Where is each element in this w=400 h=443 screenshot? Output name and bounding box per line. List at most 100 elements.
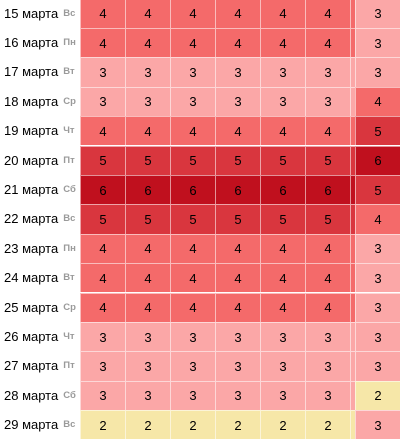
value-cell: 3	[125, 380, 170, 411]
value-cell: 3	[215, 57, 260, 87]
table-row: 15 мартаВс44444443	[0, 0, 400, 28]
date-label: 22 марта	[4, 211, 59, 227]
value-cell: 4	[170, 116, 215, 146]
value-cell: 2	[80, 410, 125, 440]
weekday-label: Вт	[63, 66, 75, 78]
value-cell: 3	[125, 321, 170, 352]
date-label: 19 марта	[4, 123, 59, 139]
value-cell: 4	[215, 233, 260, 264]
value-cell: 4	[80, 263, 125, 293]
value-cell: 3	[355, 292, 400, 322]
value-cell: 4	[305, 116, 350, 146]
value-cell: 5	[260, 204, 305, 234]
row-label: 28 марта Сб	[0, 380, 80, 411]
value-cell: 3	[305, 57, 350, 87]
value-cell: 4	[260, 116, 305, 146]
value-cell: 6	[170, 174, 215, 205]
table-row: 29 мартаВс22222223	[0, 410, 400, 440]
value-cell: 3	[215, 351, 260, 381]
table-row: 21 мартаСб66666665	[0, 174, 400, 205]
weekday-label: Сб	[63, 389, 76, 401]
weekday-label: Вт	[63, 272, 75, 284]
value-cell: 3	[355, 0, 400, 28]
row-label: 16 марта Пн	[0, 27, 80, 58]
row-label: 24 марта Вт	[0, 263, 80, 293]
value-cell: 3	[80, 86, 125, 117]
value-cell: 3	[355, 410, 400, 440]
table-row: 23 мартаПн44444443	[0, 233, 400, 264]
date-label: 26 марта	[4, 329, 59, 345]
value-cell: 5	[305, 145, 350, 175]
value-cell: 4	[125, 233, 170, 264]
value-cell: 4	[305, 292, 350, 322]
table-row: 27 мартаПт33333333	[0, 351, 400, 381]
value-cell: 3	[215, 86, 260, 117]
value-cell: 3	[305, 321, 350, 352]
value-cell: 5	[215, 204, 260, 234]
row-label: 19 марта Чт	[0, 116, 80, 146]
value-cell: 6	[305, 174, 350, 205]
value-cell: 3	[355, 27, 400, 58]
value-cell: 3	[125, 86, 170, 117]
table-row: 25 мартаСр44444443	[0, 292, 400, 322]
value-cell: 4	[80, 292, 125, 322]
weekday-label: Вс	[63, 419, 76, 431]
table-row: 20 мартаПт55555556	[0, 145, 400, 175]
row-label: 20 марта Пт	[0, 145, 80, 175]
value-cell: 5	[170, 145, 215, 175]
value-cell: 5	[80, 204, 125, 234]
value-cell: 6	[355, 145, 400, 175]
value-cell: 3	[170, 321, 215, 352]
value-cell: 4	[305, 27, 350, 58]
value-cell: 3	[170, 57, 215, 87]
value-cell: 4	[260, 292, 305, 322]
date-label: 23 марта	[4, 240, 59, 256]
table-row: 19 мартаЧт44444445	[0, 116, 400, 146]
value-cell: 5	[125, 145, 170, 175]
weekday-label: Пн	[63, 37, 76, 49]
table-row: 22 мартаВс55555554	[0, 204, 400, 234]
value-cell: 4	[125, 0, 170, 28]
weekday-label: Вс	[63, 213, 76, 225]
value-cell: 3	[125, 57, 170, 87]
row-label: 23 марта Пн	[0, 233, 80, 264]
value-cell: 2	[305, 410, 350, 440]
value-cell: 3	[170, 86, 215, 117]
value-cell: 3	[260, 321, 305, 352]
date-label: 16 марта	[4, 35, 59, 51]
value-cell: 5	[355, 174, 400, 205]
row-label: 29 марта Вс	[0, 410, 80, 440]
weekday-label: Пт	[63, 154, 75, 166]
date-label: 17 марта	[4, 64, 59, 80]
value-cell: 3	[305, 351, 350, 381]
value-cell: 4	[215, 292, 260, 322]
row-label: 17 марта Вт	[0, 57, 80, 87]
date-label: 24 марта	[4, 270, 59, 286]
value-cell: 4	[170, 263, 215, 293]
value-cell: 4	[80, 233, 125, 264]
value-cell: 5	[305, 204, 350, 234]
weekday-label: Ср	[63, 301, 76, 313]
value-cell: 4	[170, 233, 215, 264]
value-cell: 2	[125, 410, 170, 440]
row-label: 15 марта Вс	[0, 0, 80, 28]
value-cell: 4	[80, 27, 125, 58]
weekday-label: Чт	[63, 125, 75, 137]
value-cell: 4	[215, 0, 260, 28]
value-cell: 3	[125, 351, 170, 381]
date-label: 21 марта	[4, 182, 59, 198]
value-cell: 5	[125, 204, 170, 234]
value-cell: 5	[80, 145, 125, 175]
weekday-label: Пн	[63, 242, 76, 254]
value-cell: 3	[355, 57, 400, 87]
table-row: 24 мартаВт44444443	[0, 263, 400, 293]
date-label: 28 марта	[4, 387, 59, 403]
value-cell: 2	[215, 410, 260, 440]
weekday-label: Пт	[63, 360, 75, 372]
row-label: 18 марта Ср	[0, 86, 80, 117]
row-label: 22 марта Вс	[0, 204, 80, 234]
value-cell: 5	[260, 145, 305, 175]
value-cell: 5	[355, 116, 400, 146]
row-label: 25 марта Ср	[0, 292, 80, 322]
value-cell: 2	[170, 410, 215, 440]
